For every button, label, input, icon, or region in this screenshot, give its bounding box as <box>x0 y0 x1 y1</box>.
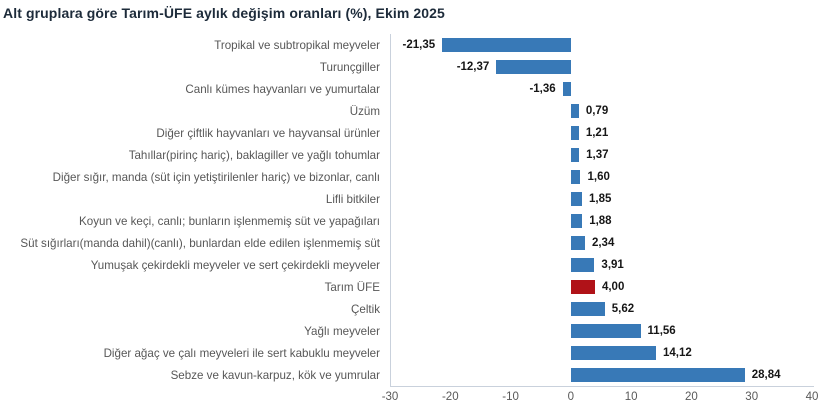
category-label: Üzüm <box>349 104 380 118</box>
bar[interactable] <box>442 38 571 52</box>
x-axis: -30 -20 -10 0 10 20 30 40 <box>382 391 819 407</box>
value-label: 2,34 <box>591 237 615 249</box>
bar[interactable] <box>570 148 580 162</box>
value-label: -12,37 <box>456 61 490 73</box>
bar[interactable] <box>562 82 571 96</box>
value-label: -21,35 <box>402 39 436 51</box>
bar[interactable] <box>570 236 585 250</box>
category-label: Diğer çiftlik hayvanları ve hayvansal ür… <box>156 126 380 140</box>
value-label: 28,84 <box>751 369 781 381</box>
bar-row: Tarım ÜFE 4,00 <box>0 276 820 298</box>
bar-track: 5,62 <box>390 298 812 320</box>
bar-row: Diğer çiftlik hayvanları ve hayvansal ür… <box>0 122 820 144</box>
bar-row: Diğer ağaç ve çalı meyveleri ile sert ka… <box>0 342 820 364</box>
category-label: Süt sığırları(manda dahil)(canlı), bunla… <box>20 236 380 250</box>
bar[interactable] <box>570 258 595 272</box>
category-label: Tahıllar(pirinç hariç), baklagiller ve y… <box>128 148 380 162</box>
bar-track: 0,79 <box>390 100 812 122</box>
bar-track: 2,34 <box>390 232 812 254</box>
category-label: Çeltik <box>351 302 380 316</box>
bar-track: 14,12 <box>390 342 812 364</box>
bar-track: 1,60 <box>390 166 812 188</box>
bar[interactable] <box>570 368 745 382</box>
bar-row: Sebze ve kavun-karpuz, kök ve yumrular 28… <box>0 364 820 386</box>
bar-row: Turunçgiller -12,37 <box>0 56 820 78</box>
value-label: 1,88 <box>589 215 612 227</box>
value-label: 11,56 <box>647 325 676 337</box>
category-label: Yağlı meyveler <box>304 324 380 338</box>
value-label: -1,36 <box>529 83 556 95</box>
bar-track: 4,00 <box>390 276 812 298</box>
chart-title: Alt gruplara göre Tarım-ÜFE aylık değişi… <box>3 5 445 21</box>
value-label: 5,62 <box>611 303 635 315</box>
bar[interactable] <box>570 324 641 338</box>
category-label: Canlı kümes hayvanları ve yumurtalar <box>185 82 380 96</box>
bar-track: 11,56 <box>390 320 812 342</box>
bar[interactable] <box>570 346 656 360</box>
value-label: 4,00 <box>601 281 625 293</box>
bar-track: 28,84 <box>390 364 812 386</box>
bar-row: Üzüm 0,79 <box>0 100 820 122</box>
bar-row: Yumuşak çekirdekli meyveler ve sert çeki… <box>0 254 820 276</box>
bar-row: Lifli bitkiler 1,85 <box>0 188 820 210</box>
value-label: 3,91 <box>601 259 624 271</box>
bar-row: Diğer sığır, manda (süt için yetiştirile… <box>0 166 820 188</box>
bar-row: Süt sığırları(manda dahil)(canlı), bunla… <box>0 232 820 254</box>
bar[interactable] <box>570 214 583 228</box>
category-label: Tropikal ve subtropikal meyveler <box>214 38 380 52</box>
bar-track: 1,21 <box>390 122 812 144</box>
bar-track: 1,37 <box>390 144 812 166</box>
tarim-ufe-highlight-bar[interactable] <box>570 280 595 294</box>
x-axis-tick: 0 <box>567 391 575 403</box>
value-label: 0,79 <box>585 105 609 117</box>
x-axis-tick: 40 <box>805 391 819 403</box>
bar-track: -1,36 <box>390 78 812 100</box>
bar-track: 1,88 <box>390 210 812 232</box>
category-label: Diğer sığır, manda (süt için yetiştirile… <box>52 170 380 184</box>
bar-track: -21,35 <box>390 34 812 56</box>
x-axis-tick: 20 <box>685 391 698 403</box>
category-label: Yumuşak çekirdekli meyveler ve sert çeki… <box>90 258 380 272</box>
bar-track: 3,91 <box>390 254 812 276</box>
x-axis-tick: 30 <box>745 391 759 403</box>
x-axis-tick: -30 <box>381 391 399 403</box>
bar[interactable] <box>496 60 571 74</box>
value-label: 1,60 <box>587 171 610 183</box>
bar-row: Tropikal ve subtropikal meyveler -21,35 <box>0 34 820 56</box>
category-label: Koyun ve keçi, canlı; bunların işlenmemi… <box>79 214 380 228</box>
category-label: Tarım ÜFE <box>324 280 380 294</box>
value-label: 1,37 <box>586 149 609 161</box>
bar-row: Koyun ve keçi, canlı; bunların işlenmemi… <box>0 210 820 232</box>
category-label: Sebze ve kavun-karpuz, kök ve yumrular <box>170 368 380 382</box>
value-label: 1,85 <box>589 193 612 205</box>
x-axis-tick: -10 <box>502 391 519 403</box>
bar[interactable] <box>570 302 605 316</box>
value-label: 1,21 <box>585 127 609 139</box>
bar[interactable] <box>570 126 579 140</box>
bar-track: 1,85 <box>390 188 812 210</box>
category-label: Lifli bitkiler <box>325 192 380 206</box>
bar-row: Çeltik 5,62 <box>0 298 820 320</box>
bar[interactable] <box>570 170 581 184</box>
x-axis-tick: -20 <box>441 391 459 403</box>
bar[interactable] <box>570 192 582 206</box>
bar-track: -12,37 <box>390 56 812 78</box>
category-label: Diğer ağaç ve çalı meyveleri ile sert ka… <box>103 346 380 360</box>
x-axis-tick: 10 <box>624 391 638 403</box>
value-label: 14,12 <box>662 347 692 359</box>
bar-row: Tahıllar(pirinç hariç), baklagiller ve y… <box>0 144 820 166</box>
bar[interactable] <box>570 104 579 118</box>
category-label: Turunçgiller <box>319 60 380 74</box>
bar-row: Canlı kümes hayvanları ve yumurtalar -1,3… <box>0 78 820 100</box>
bar-row: Yağlı meyveler 11,56 <box>0 320 820 342</box>
bar-rows: Tropikal ve subtropikal meyveler -21,35 Tu… <box>0 34 820 386</box>
